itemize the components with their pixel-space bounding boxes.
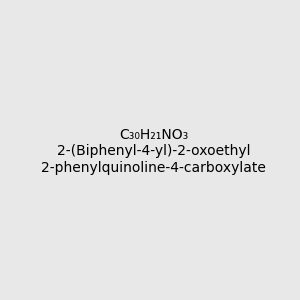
Text: C₃₀H₂₁NO₃
2-(Biphenyl-4-yl)-2-oxoethyl
2-phenylquinoline-4-carboxylate: C₃₀H₂₁NO₃ 2-(Biphenyl-4-yl)-2-oxoethyl 2… — [41, 128, 266, 175]
